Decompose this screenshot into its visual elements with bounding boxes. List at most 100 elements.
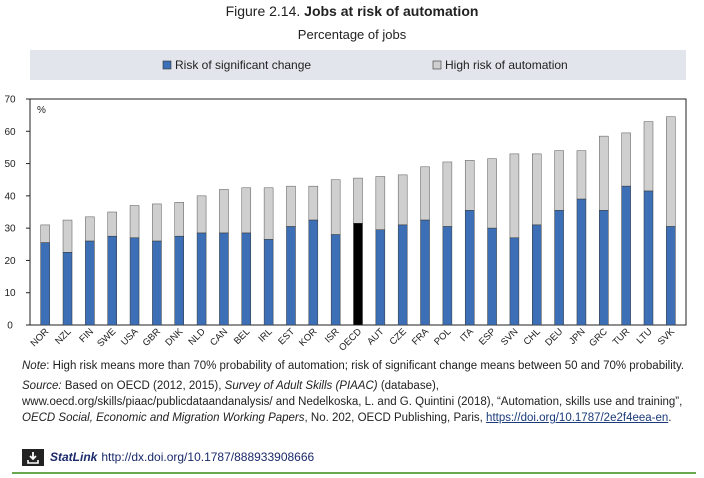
bar-significant-change-usa bbox=[129, 237, 140, 326]
bar-significant-change-isr bbox=[330, 234, 341, 326]
bar-significant-change-cze bbox=[397, 224, 408, 326]
x-tick-label-nld: NLD bbox=[186, 326, 207, 347]
bar-high-risk-nor bbox=[40, 224, 50, 243]
bars bbox=[40, 116, 676, 326]
x-tick-label-deu: DEU bbox=[543, 326, 565, 348]
note-label: Note bbox=[22, 360, 47, 372]
x-tick-label-aut: AUT bbox=[365, 326, 386, 347]
y-tick-label: 0 bbox=[7, 321, 13, 332]
x-tick-label-irl: IRL bbox=[257, 326, 275, 344]
legend-swatch-significant bbox=[162, 60, 172, 70]
x-tick-label-bel: BEL bbox=[232, 326, 252, 346]
x-tick-label-tur: TUR bbox=[611, 326, 633, 348]
x-tick-label-est: EST bbox=[276, 326, 297, 347]
x-tick-label-svn: SVN bbox=[499, 326, 521, 348]
bar-high-risk-svn bbox=[509, 153, 520, 239]
x-tick-label-can: CAN bbox=[208, 326, 230, 348]
legend: Risk of significant change High risk of … bbox=[162, 58, 568, 72]
x-tick-label-dnk: DNK bbox=[163, 326, 185, 348]
bar-high-risk-fra bbox=[420, 166, 430, 221]
x-tick-label-chl: CHL bbox=[522, 326, 543, 347]
bar-significant-change-ltu bbox=[643, 190, 654, 326]
y-tick-label: 60 bbox=[4, 127, 16, 138]
x-tick-label-usa: USA bbox=[119, 326, 141, 348]
x-tick-label-grc: GRC bbox=[587, 326, 610, 349]
bar-high-risk-isr bbox=[330, 179, 341, 235]
x-tick-label-fin: FIN bbox=[77, 326, 96, 345]
x-tick-label-swe: SWE bbox=[95, 326, 118, 349]
bar-high-risk-jpn bbox=[576, 150, 587, 200]
x-axis-labels: NOR NZL FIN SWE USA GBR DNK NLD CAN BEL IRL EST KOR I… bbox=[29, 326, 678, 354]
bar-significant-change-dnk bbox=[174, 235, 184, 326]
source-survey-title: Survey of Adult Skills (PIAAC) bbox=[224, 380, 378, 392]
source-text-1: Based on OECD (2012, 2015), bbox=[61, 380, 225, 392]
figure-number: Figure 2.14. bbox=[225, 3, 301, 19]
bar-high-risk-ita bbox=[464, 160, 475, 211]
note-text: : High risk means more than 70% probabil… bbox=[46, 360, 685, 372]
bar-high-risk-dnk bbox=[174, 202, 184, 237]
bar-high-risk-cze bbox=[397, 174, 408, 226]
bar-high-risk-oecd bbox=[353, 177, 363, 224]
x-tick-label-nor: NOR bbox=[29, 326, 52, 349]
source-doi-link[interactable]: https://doi.org/10.1787/2e2f4eea-en bbox=[486, 412, 669, 424]
bar-high-risk-ltu bbox=[643, 121, 654, 192]
bar-high-risk-esp bbox=[487, 158, 497, 229]
bar-significant-change-svn bbox=[509, 237, 520, 326]
x-tick-label-fra: FRA bbox=[410, 326, 432, 348]
figure-title: Figure 2.14. Jobs at risk of automation bbox=[0, 2, 704, 20]
x-tick-label-esp: ESP bbox=[477, 326, 498, 347]
statlink-label: StatLink bbox=[50, 450, 98, 464]
source-paragraph: Source: Based on OECD (2012, 2015), Surv… bbox=[22, 378, 692, 426]
legend-background bbox=[30, 50, 686, 80]
bar-high-risk-irl bbox=[263, 187, 274, 240]
bar-significant-change-pol bbox=[442, 226, 453, 326]
x-tick-label-svk: SVK bbox=[656, 326, 678, 348]
figure-notes: Note: High risk means more than 70% prob… bbox=[22, 358, 692, 430]
note-paragraph: Note: High risk means more than 70% prob… bbox=[22, 358, 692, 374]
bar-significant-change-nld bbox=[196, 232, 207, 326]
bar-high-risk-usa bbox=[129, 205, 140, 239]
x-tick-label-ltu: LTU bbox=[635, 326, 655, 346]
bar-high-risk-gbr bbox=[152, 203, 162, 242]
bar-high-risk-kor bbox=[308, 185, 319, 221]
source-text-2: (database), www.oecd.org/skills/piaac/pu… bbox=[22, 380, 683, 408]
bar-high-risk-grc bbox=[599, 135, 609, 211]
x-tick-label-oecd: OECD bbox=[337, 326, 364, 353]
download-icon[interactable] bbox=[22, 448, 44, 466]
bar-high-risk-aut bbox=[375, 176, 386, 231]
bar-significant-change-grc bbox=[599, 210, 609, 326]
statlink-url[interactable]: http://dx.doi.org/10.1787/888933908666 bbox=[101, 450, 315, 464]
bar-significant-change-can bbox=[219, 232, 229, 326]
bar-significant-change-ita bbox=[464, 210, 475, 326]
x-tick-label-jpn: JPN bbox=[567, 326, 588, 347]
bar-significant-change-nzl bbox=[62, 252, 73, 326]
x-tick-label-cze: CZE bbox=[388, 326, 409, 347]
legend-label-significant: Risk of significant change bbox=[175, 58, 311, 72]
bar-significant-change-svk bbox=[666, 226, 676, 326]
bar-high-risk-can bbox=[219, 189, 229, 234]
y-tick-label: 50 bbox=[4, 159, 16, 170]
bar-significant-change-jpn bbox=[576, 198, 587, 326]
stacked-bar-chart: Risk of significant change High risk of … bbox=[4, 50, 687, 354]
bar-significant-change-est bbox=[286, 226, 296, 326]
bar-high-risk-chl bbox=[532, 153, 542, 226]
bar-significant-change-oecd bbox=[353, 223, 363, 326]
figure-subtitle: Percentage of jobs bbox=[297, 27, 407, 42]
legend-swatch-high bbox=[432, 60, 442, 70]
figure-title-text: Jobs at risk of automation bbox=[304, 3, 479, 19]
source-label: Source: bbox=[22, 380, 62, 392]
bottom-rule bbox=[12, 472, 696, 474]
bar-high-risk-swe bbox=[107, 211, 117, 237]
bar-high-risk-est bbox=[286, 185, 296, 227]
bar-high-risk-tur bbox=[621, 132, 631, 187]
y-tick-label: 10 bbox=[4, 288, 16, 299]
bar-significant-change-irl bbox=[263, 239, 274, 326]
y-tick-label: 40 bbox=[4, 191, 16, 202]
legend-label-high: High risk of automation bbox=[445, 58, 568, 72]
bar-significant-change-bel bbox=[241, 232, 252, 326]
bar-significant-change-gbr bbox=[152, 240, 162, 326]
bar-significant-change-esp bbox=[487, 227, 497, 326]
statlink-row[interactable]: StatLink http://dx.doi.org/10.1787/88893… bbox=[22, 448, 314, 466]
x-tick-label-kor: KOR bbox=[297, 326, 319, 348]
bar-significant-change-aut bbox=[375, 229, 386, 326]
